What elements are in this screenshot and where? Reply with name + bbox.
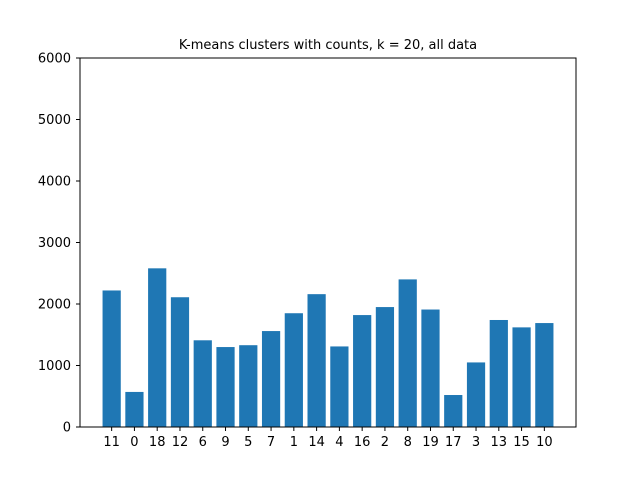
- y-tick-label: 5000: [38, 113, 71, 128]
- bar-cluster-12: [170, 297, 190, 427]
- bar-cluster-15: [512, 327, 531, 427]
- x-tick-label: 4: [335, 435, 343, 450]
- x-tick-label: 1: [290, 435, 298, 450]
- bar-cluster-8: [398, 279, 417, 427]
- y-tick-label: 2000: [38, 298, 71, 313]
- bar-cluster-17: [444, 395, 463, 427]
- x-tick-label: 13: [491, 435, 508, 450]
- bars: [102, 268, 554, 427]
- bar-cluster-13: [489, 319, 508, 427]
- bar-cluster-5: [239, 345, 258, 427]
- bar-cluster-19: [421, 309, 440, 427]
- bar-cluster-14: [307, 294, 326, 427]
- bar-cluster-16: [353, 315, 372, 427]
- bar-cluster-2: [375, 307, 395, 427]
- y-tick-label: 1000: [38, 359, 71, 374]
- x-tick-label: 11: [103, 435, 120, 450]
- bar-cluster-18: [148, 268, 167, 427]
- x-tick-label: 12: [172, 435, 189, 450]
- y-axis-ticks: 0 1000 2000 3000 4000 5000 6000: [38, 52, 80, 436]
- x-tick-label: 10: [536, 435, 553, 450]
- bar-cluster-1: [284, 313, 303, 427]
- bar-cluster-6: [193, 340, 212, 427]
- bar-cluster-4: [330, 346, 349, 427]
- plot-area-frame: [79, 57, 577, 428]
- x-tick-label: 5: [244, 435, 252, 450]
- x-tick-label: 2: [381, 435, 389, 450]
- x-tick-label: 7: [267, 435, 275, 450]
- bar-cluster-11: [102, 290, 121, 427]
- x-tick-label: 19: [422, 435, 439, 450]
- y-tick-label: 3000: [38, 236, 71, 251]
- x-tick-label: 18: [149, 435, 166, 450]
- x-axis-ticks: 11 0 18 12 6 9 5 7 1 14 4 16 2 8 19 17 3 13 15 10: [103, 427, 553, 450]
- bar-cluster-10: [535, 323, 554, 427]
- x-tick-label: 15: [513, 435, 530, 450]
- x-tick-label: 8: [404, 435, 412, 450]
- bar-cluster-9: [216, 347, 235, 427]
- y-tick-label: 0: [63, 421, 71, 436]
- x-tick-label: 14: [308, 435, 325, 450]
- bar-cluster-0: [125, 391, 144, 427]
- y-tick-label: 6000: [38, 52, 71, 67]
- chart-title: K-means clusters with counts, k = 20, al…: [179, 38, 477, 53]
- x-tick-label: 3: [472, 435, 480, 450]
- bar-cluster-3: [466, 362, 486, 427]
- x-tick-label: 17: [445, 435, 462, 450]
- x-tick-label: 16: [354, 435, 371, 450]
- y-tick-label: 4000: [38, 175, 71, 190]
- bar-cluster-7: [261, 331, 281, 427]
- x-tick-label: 9: [221, 435, 229, 450]
- x-tick-label: 0: [130, 435, 138, 450]
- x-tick-label: 6: [199, 435, 207, 450]
